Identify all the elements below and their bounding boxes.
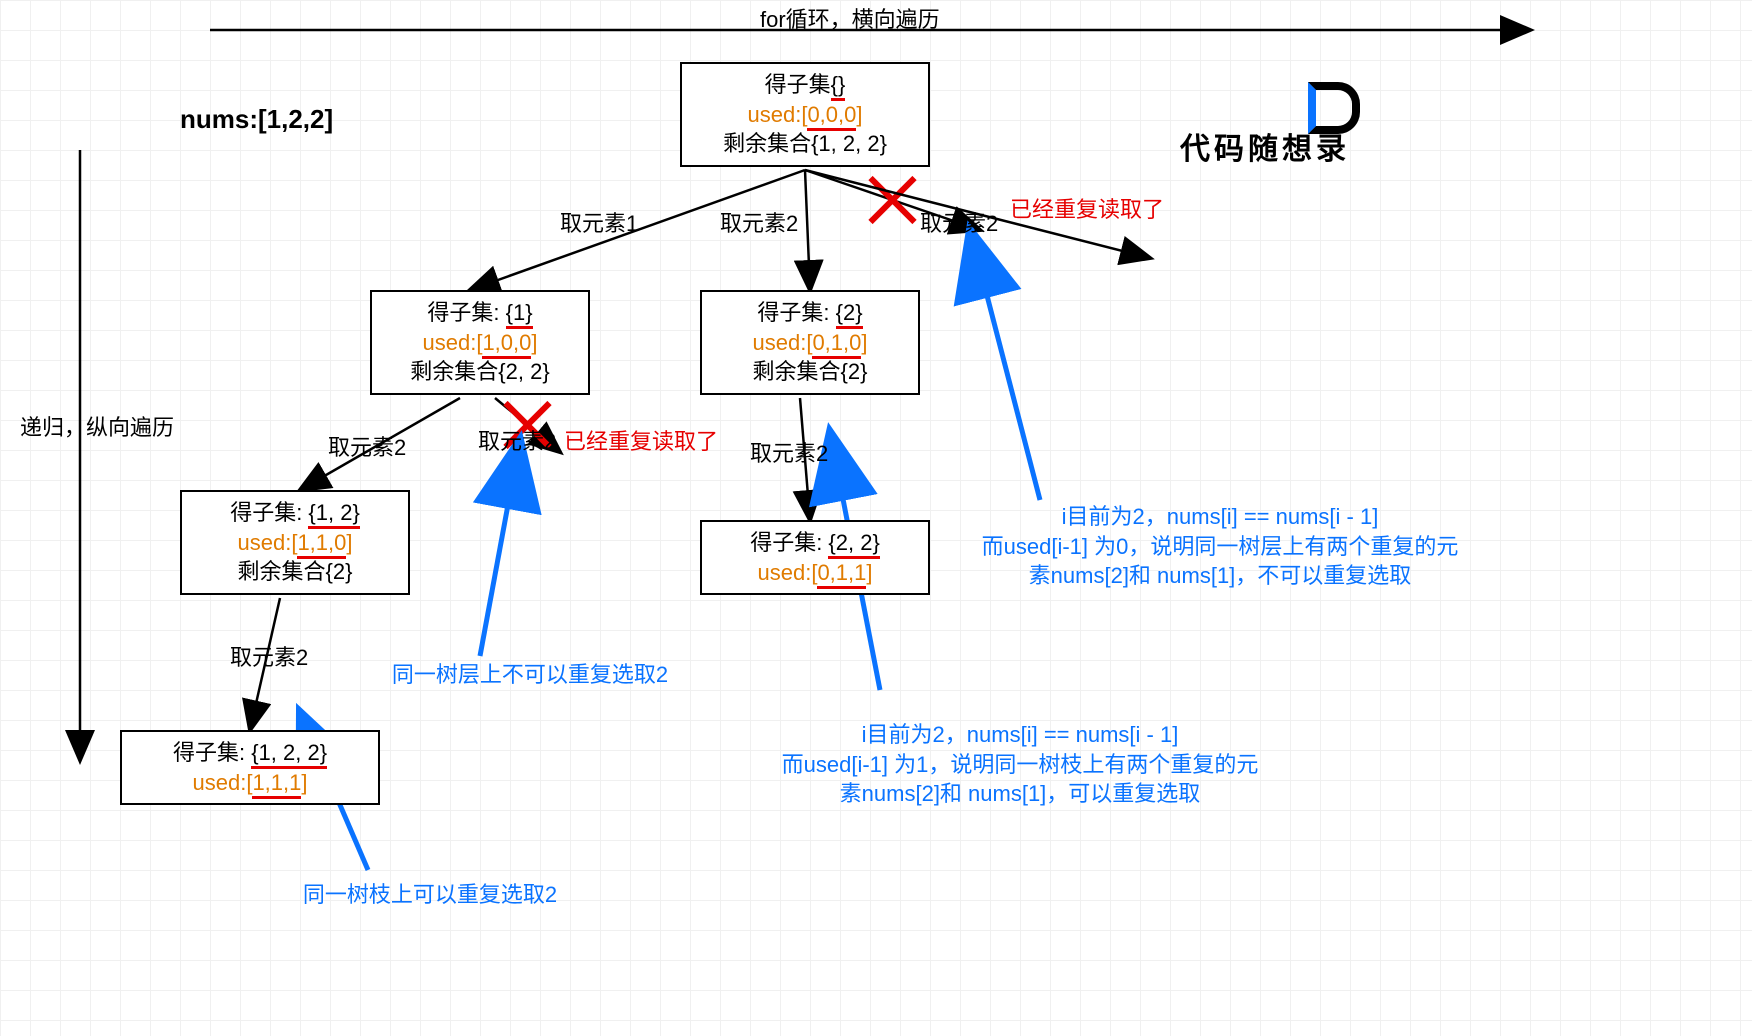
red-note-0: 已经重复读取了 bbox=[1010, 192, 1164, 224]
node-n1: 得子集: {1}used:[1,0,0]剩余集合{2, 2} bbox=[370, 290, 590, 395]
edge-label-0: 取元素1 bbox=[560, 206, 638, 238]
red-note-1: 已经重复读取了 bbox=[564, 424, 718, 456]
blue-note-1: i目前为2，nums[i] == nums[i - 1]而used[i-1] 为… bbox=[740, 720, 1300, 809]
edge-label-1: 取元素2 bbox=[720, 206, 798, 238]
nums-label: nums:[1,2,2] bbox=[180, 104, 333, 135]
edge-label-5: 取元素2 bbox=[478, 424, 556, 456]
node-n122: 得子集: {1, 2, 2}used:[1,1,1] bbox=[120, 730, 380, 805]
node-n12: 得子集: {1, 2}used:[1,1,0]剩余集合{2} bbox=[180, 490, 410, 595]
node-root: 得子集{}used:[0,0,0]剩余集合{1, 2, 2} bbox=[680, 62, 930, 167]
logo-icon bbox=[1308, 82, 1360, 134]
side-label: 递归，纵向遍历 bbox=[20, 410, 174, 442]
logo: 代码随想录 bbox=[1180, 124, 1350, 168]
edge-label-4: 取元素2 bbox=[328, 430, 406, 462]
blue-note-3: 同一树枝上可以重复选取2 bbox=[270, 880, 590, 910]
logo-text: 代码随想录 bbox=[1180, 133, 1350, 166]
header-label: for循环，横向遍历 bbox=[760, 2, 940, 34]
edge-label-2: 取元素2 bbox=[920, 206, 998, 238]
blue-note-2: 同一树层上不可以重复选取2 bbox=[370, 660, 690, 690]
blue-note-0: i目前为2，nums[i] == nums[i - 1]而used[i-1] 为… bbox=[940, 502, 1500, 591]
edge-label-7: 取元素2 bbox=[230, 640, 308, 672]
node-n22: 得子集: {2, 2}used:[0,1,1] bbox=[700, 520, 930, 595]
edge-label-6: 取元素2 bbox=[750, 436, 828, 468]
node-n2: 得子集: {2}used:[0,1,0]剩余集合{2} bbox=[700, 290, 920, 395]
